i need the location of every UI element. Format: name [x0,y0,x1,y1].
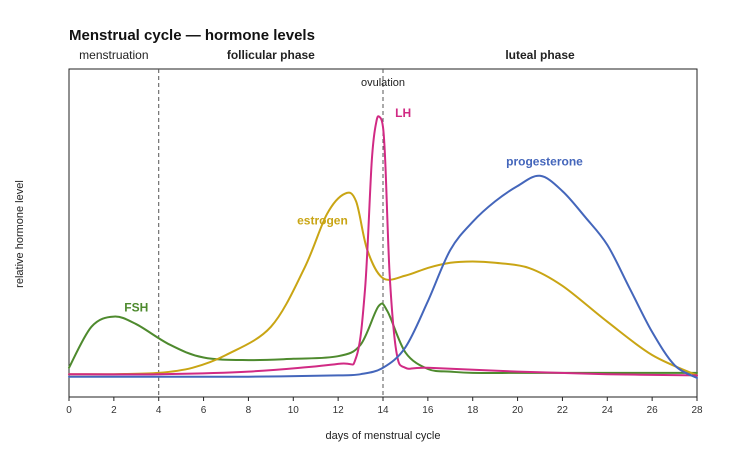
x-tick-label-14: 14 [377,405,389,416]
phase-labels: menstruation follicular phase luteal phase [79,48,575,62]
phase-label-luteal-phase: luteal phase [505,48,575,62]
series-labels: FSH estrogen LH progesterone [124,106,583,315]
series-label-fsh: FSH [124,300,148,314]
x-tick-label-16: 16 [422,405,434,416]
x-axis: 0 2 4 6 8 10 12 14 16 18 20 22 24 26 28 [66,397,703,416]
series-label-estrogen: estrogen [297,213,348,227]
series-label-lh: LH [395,106,411,120]
series-lines [68,115,698,379]
x-tick-label-6: 6 [201,405,207,416]
x-tick-label-22: 22 [557,405,569,416]
phase-markers: ovulation [158,69,405,397]
phase-label-menstruation: menstruation [79,48,148,62]
x-tick-label-2: 2 [111,405,117,416]
series-line-estrogen [68,191,698,377]
x-tick-label-24: 24 [602,405,614,416]
x-axis-label: days of menstrual cycle [326,430,441,442]
series-line-progesterone [68,174,698,379]
marker-label-ovulation: ovulation [361,77,405,89]
phase-label-follicular-phase: follicular phase [227,48,315,62]
series-label-progesterone: progesterone [506,155,583,169]
x-tick-label-8: 8 [246,405,252,416]
x-tick-label-12: 12 [333,405,345,416]
x-tick-label-20: 20 [512,405,524,416]
x-tick-label-10: 10 [288,405,300,416]
x-tick-label-18: 18 [467,405,479,416]
series-line-lh [68,115,698,377]
chart-title: Menstrual cycle — hormone levels [69,27,315,44]
x-tick-label-26: 26 [647,405,659,416]
y-axis-label: relative hormone level [14,180,26,288]
x-tick-label-0: 0 [66,405,72,416]
x-tick-label-4: 4 [156,405,162,416]
x-tick-label-28: 28 [691,405,703,416]
